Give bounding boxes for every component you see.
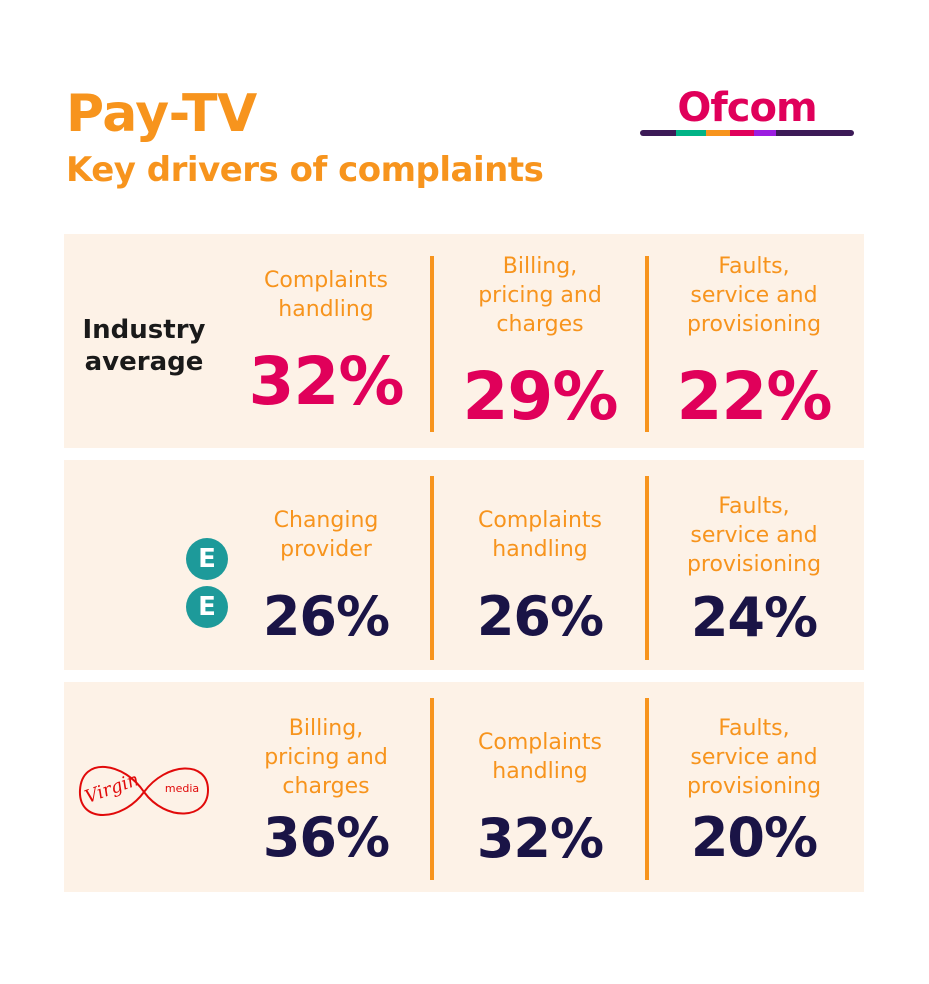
driver-label: Faults, service and provisioning [686,716,822,799]
virgin-logo-sub: media [164,782,200,795]
driver-label: Faults, service and provisioning [686,254,822,337]
ofcom-logo: Ofcom [636,85,858,142]
driver-cell: Billing, pricing and charges 36% [219,714,433,871]
driver-cell: Faults, service and provisioning 22% [647,252,861,437]
page-title: Pay-TV [66,84,257,144]
driver-value: 20% [690,806,818,869]
driver-label: Changing provider [273,508,379,562]
column-divider [645,698,649,880]
ofcom-logo-segment [754,130,776,136]
ee-logo-circle: E [186,538,228,580]
column-divider [645,256,649,432]
ofcom-logo-text: Ofcom [677,85,817,131]
driver-value: 36% [262,806,390,869]
ee-logo: E E [186,538,228,634]
ofcom-logo-segment [730,130,754,136]
virgin-media-logo-icon [78,765,210,816]
driver-value: 32% [248,343,405,420]
column-divider [430,256,434,432]
driver-label: Complaints handling [264,268,388,322]
driver-cell: Billing, pricing and charges 29% [433,252,647,437]
driver-label: Billing, pricing and charges [264,716,388,799]
driver-value: 24% [690,586,818,649]
virgin-media-logo: Virgin media [74,744,214,834]
driver-label: Complaints handling [478,730,602,784]
driver-label: Billing, pricing and charges [478,254,602,337]
driver-cell: Faults, service and provisioning 24% [647,492,861,651]
ee-logo-circle: E [186,586,228,628]
column-divider [430,476,434,660]
driver-cell: Changing provider 26% [219,506,433,650]
driver-value: 26% [262,585,390,648]
page-subtitle: Key drivers of complaints [66,150,544,190]
ofcom-logo-segment [676,130,706,136]
driver-cell: Complaints handling 26% [433,506,647,650]
row-label-industry-average: Industry average [82,315,206,377]
column-divider [645,476,649,660]
driver-cell: Complaints handling 32% [219,266,433,422]
driver-label: Complaints handling [478,508,602,562]
driver-value: 29% [462,358,619,435]
driver-cell: Complaints handling 32% [433,728,647,872]
driver-label: Faults, service and provisioning [686,494,822,577]
driver-value: 32% [476,807,604,870]
driver-value: 22% [676,358,833,435]
virgin-media-row: Virgin media Billing, pricing and charge… [64,682,864,892]
ofcom-logo-segment [706,130,730,136]
driver-cell: Faults, service and provisioning 20% [647,714,861,871]
driver-value: 26% [476,585,604,648]
industry-average-row: Industry average Complaints handling 32%… [64,234,864,448]
column-divider [430,698,434,880]
ee-row: E E Changing provider 26% Complaints han… [64,460,864,670]
